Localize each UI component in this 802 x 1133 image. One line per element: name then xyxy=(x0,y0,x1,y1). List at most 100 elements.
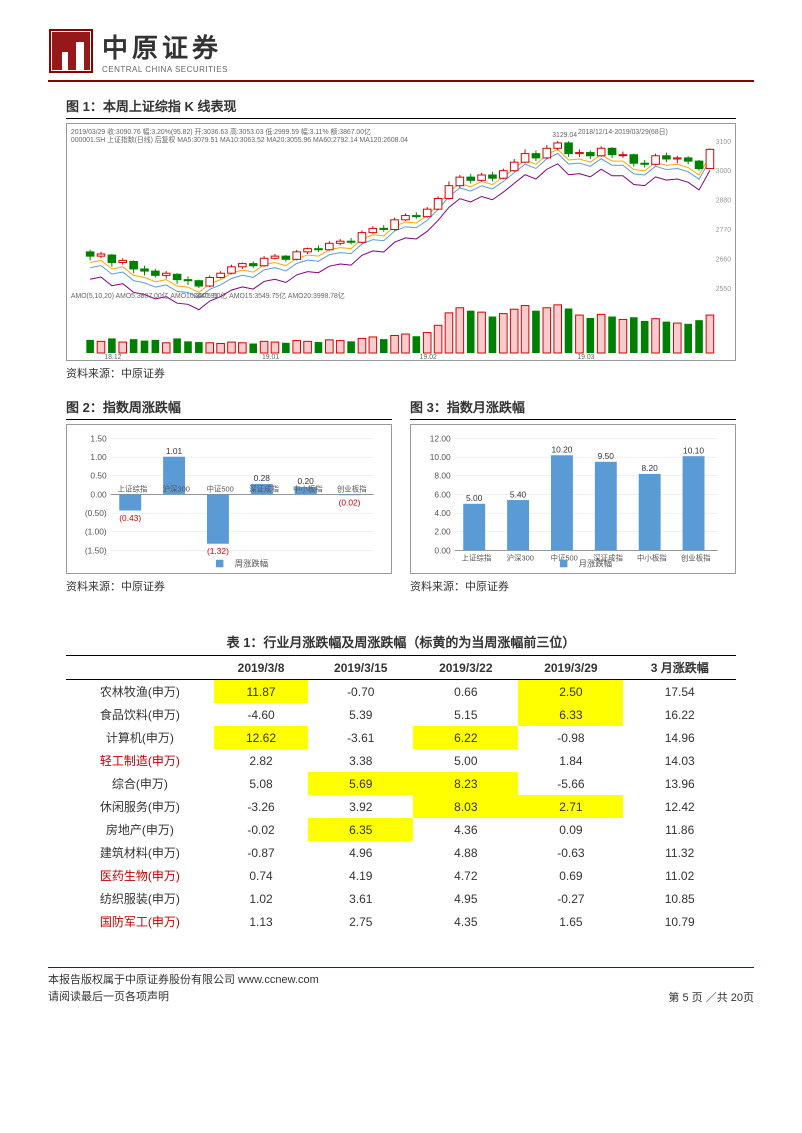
table-cell: 0.09 xyxy=(518,818,623,841)
svg-text:10.10: 10.10 xyxy=(683,445,704,455)
table-cell: -0.87 xyxy=(214,841,308,864)
table-row: 国防军工(申万)1.132.754.351.6510.79 xyxy=(66,910,736,933)
svg-text:沪深300: 沪深300 xyxy=(163,484,190,494)
svg-text:19.03: 19.03 xyxy=(577,354,594,360)
table-row: 建筑材料(申万)-0.874.964.88-0.6311.32 xyxy=(66,841,736,864)
svg-text:5.40: 5.40 xyxy=(510,489,527,499)
table-header: 2019/3/22 xyxy=(413,656,518,680)
table-header: 3 月涨跌幅 xyxy=(623,656,736,680)
table-cell: 6.33 xyxy=(518,703,623,726)
svg-text:周涨跌幅: 周涨跌幅 xyxy=(235,558,268,568)
table-cell: 2.75 xyxy=(308,910,413,933)
svg-text:10.00: 10.00 xyxy=(430,452,451,462)
row-label: 国防军工(申万) xyxy=(66,910,214,933)
svg-text:8.20: 8.20 xyxy=(642,463,659,473)
table-cell: 4.96 xyxy=(308,841,413,864)
row-label: 纺织服装(申万) xyxy=(66,887,214,910)
row-label: 建筑材料(申万) xyxy=(66,841,214,864)
fig3-chart: 12.0010.008.006.004.002.000.005.00上证综指5.… xyxy=(410,424,736,574)
svg-text:9.50: 9.50 xyxy=(598,451,615,461)
table-cell: 6.35 xyxy=(308,818,413,841)
svg-text:3000: 3000 xyxy=(716,168,731,175)
svg-text:5.00: 5.00 xyxy=(466,493,483,503)
table-header: 2019/3/29 xyxy=(518,656,623,680)
table-cell: -0.02 xyxy=(214,818,308,841)
row-label: 休闲服务(申万) xyxy=(66,795,214,818)
fig3-title: 图 3：指数月涨跌幅 xyxy=(410,397,736,420)
svg-text:1.50: 1.50 xyxy=(90,433,107,443)
svg-text:深证成指: 深证成指 xyxy=(249,484,279,494)
svg-text:(0.50): (0.50) xyxy=(85,508,107,518)
row-label: 房地产(申万) xyxy=(66,818,214,841)
table-cell: 3.38 xyxy=(308,749,413,772)
svg-text:8.00: 8.00 xyxy=(434,471,451,481)
table-cell: 4.19 xyxy=(308,864,413,887)
svg-text:2.00: 2.00 xyxy=(434,527,451,537)
table1-title: 表 1：行业月涨跌幅及周涨跌幅（标黄的为当周涨幅前三位） xyxy=(66,632,736,651)
table-cell: 0.69 xyxy=(518,864,623,887)
table-cell: 10.79 xyxy=(623,910,736,933)
table-cell: 3.92 xyxy=(308,795,413,818)
svg-text:2770: 2770 xyxy=(716,227,731,234)
table-cell: -0.98 xyxy=(518,726,623,749)
svg-text:1.00: 1.00 xyxy=(90,452,107,462)
table-cell: 14.03 xyxy=(623,749,736,772)
svg-text:3100: 3100 xyxy=(716,139,731,146)
table-cell: 1.13 xyxy=(214,910,308,933)
row-label: 农林牧渔(申万) xyxy=(66,680,214,704)
svg-text:10.20: 10.20 xyxy=(551,444,572,454)
table-row: 房地产(申万)-0.026.354.360.0911.86 xyxy=(66,818,736,841)
table-header: 2019/3/15 xyxy=(308,656,413,680)
table-row: 医药生物(申万)0.744.194.720.6911.02 xyxy=(66,864,736,887)
table-cell: -5.66 xyxy=(518,772,623,795)
svg-text:0.00: 0.00 xyxy=(90,489,107,499)
fig2-chart: 1.501.000.500.00(0.50)(1.00)(1.50)(0.43)… xyxy=(66,424,392,574)
table-row: 食品饮料(申万)-4.605.395.156.3316.22 xyxy=(66,703,736,726)
row-label: 计算机(申万) xyxy=(66,726,214,749)
svg-text:中证500: 中证500 xyxy=(206,484,233,494)
svg-text:0.28: 0.28 xyxy=(254,473,271,483)
table-cell: 11.32 xyxy=(623,841,736,864)
table-cell: 4.88 xyxy=(413,841,518,864)
svg-text:月涨跌幅: 月涨跌幅 xyxy=(579,558,612,568)
table-cell: 14.96 xyxy=(623,726,736,749)
table-cell: 4.72 xyxy=(413,864,518,887)
svg-text:(1.50): (1.50) xyxy=(85,545,107,555)
fig3-source: 资料来源：中原证券 xyxy=(410,578,736,594)
svg-text:6.00: 6.00 xyxy=(434,489,451,499)
table-cell: 4.36 xyxy=(413,818,518,841)
table-cell: 12.62 xyxy=(214,726,308,749)
table-row: 休闲服务(申万)-3.263.928.032.7112.42 xyxy=(66,795,736,818)
svg-text:0.00: 0.00 xyxy=(434,545,451,555)
svg-text:3129.04: 3129.04 xyxy=(552,132,577,139)
table-cell: 2.50 xyxy=(518,680,623,704)
table-cell: 10.85 xyxy=(623,887,736,910)
footer-line1: 本报告版权属于中原证券股份有限公司 www.ccnew.com xyxy=(48,972,319,989)
fig2-source: 资料来源：中原证券 xyxy=(66,578,392,594)
table-cell: 5.69 xyxy=(308,772,413,795)
table-row: 轻工制造(申万)2.823.385.001.8414.03 xyxy=(66,749,736,772)
table-header: 2019/3/8 xyxy=(214,656,308,680)
svg-text:0.50: 0.50 xyxy=(90,471,107,481)
table-cell: 5.08 xyxy=(214,772,308,795)
table-row: 综合(申万)5.085.698.23-5.6613.96 xyxy=(66,772,736,795)
table-cell: -0.63 xyxy=(518,841,623,864)
table-row: 农林牧渔(申万)11.87-0.700.662.5017.54 xyxy=(66,680,736,704)
svg-text:2550: 2550 xyxy=(716,286,731,293)
svg-text:(0.02): (0.02) xyxy=(339,497,361,507)
svg-text:创业板指: 创业板指 xyxy=(337,484,367,494)
svg-text:(1.00): (1.00) xyxy=(85,527,107,537)
table-cell: 5.39 xyxy=(308,703,413,726)
table-row: 计算机(申万)12.62-3.616.22-0.9814.96 xyxy=(66,726,736,749)
fig2-title: 图 2：指数周涨跌幅 xyxy=(66,397,392,420)
fig1-source: 资料来源：中原证券 xyxy=(66,365,754,381)
table-cell: 11.87 xyxy=(214,680,308,704)
table-cell: -0.27 xyxy=(518,887,623,910)
svg-text:2660: 2660 xyxy=(716,257,731,264)
table-row: 纺织服装(申万)1.023.614.95-0.2710.85 xyxy=(66,887,736,910)
table-header xyxy=(66,656,214,680)
page-number: 第 5 页 ／共 20页 xyxy=(668,989,754,1005)
table-cell: 16.22 xyxy=(623,703,736,726)
svg-text:中小板指: 中小板指 xyxy=(293,484,323,494)
row-label: 轻工制造(申万) xyxy=(66,749,214,772)
